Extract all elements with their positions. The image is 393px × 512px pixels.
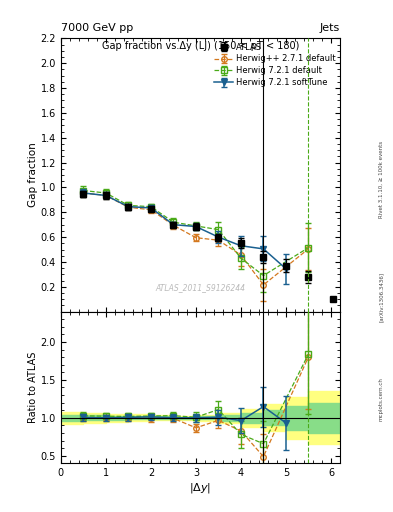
Text: Gap fraction vs.Δy (LJ) (150 < pT < 180): Gap fraction vs.Δy (LJ) (150 < pT < 180)	[102, 41, 299, 51]
Text: ATLAS_2011_S9126244: ATLAS_2011_S9126244	[155, 284, 246, 292]
Y-axis label: Ratio to ATLAS: Ratio to ATLAS	[28, 352, 38, 423]
Text: Rivet 3.1.10, ≥ 100k events: Rivet 3.1.10, ≥ 100k events	[379, 141, 384, 218]
Text: Jets: Jets	[320, 23, 340, 33]
Y-axis label: Gap fraction: Gap fraction	[28, 143, 38, 207]
Text: 7000 GeV pp: 7000 GeV pp	[61, 23, 133, 33]
Text: mcplots.cern.ch: mcplots.cern.ch	[379, 377, 384, 421]
Legend: ATLAS, Herwig++ 2.7.1 default, Herwig 7.2.1 default, Herwig 7.2.1 softTune: ATLAS, Herwig++ 2.7.1 default, Herwig 7.…	[213, 41, 338, 89]
Text: [arXiv:1306.3436]: [arXiv:1306.3436]	[379, 272, 384, 322]
X-axis label: $|\Delta y|$: $|\Delta y|$	[189, 481, 211, 495]
